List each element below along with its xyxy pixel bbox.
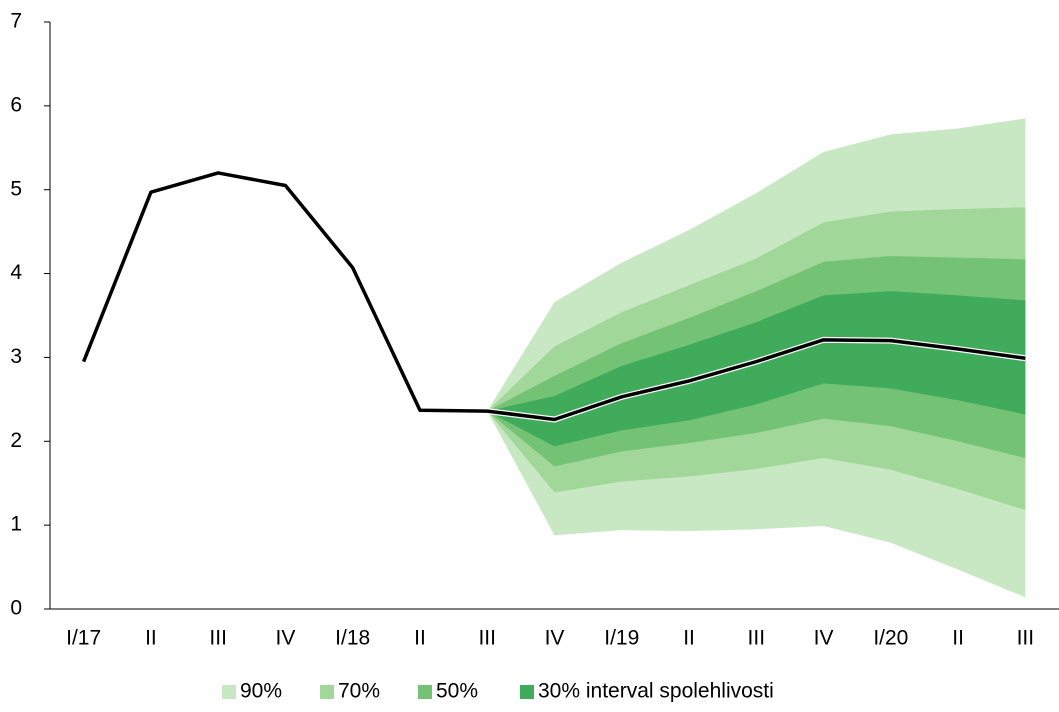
x-tick-label: I/20	[873, 627, 908, 650]
y-tick-label: 0	[10, 597, 22, 620]
x-tick-label: III	[748, 627, 766, 650]
legend-swatch	[520, 685, 534, 699]
x-tick-label: II	[683, 627, 695, 650]
x-tick-label: II	[145, 627, 157, 650]
y-tick-label: 5	[10, 177, 22, 200]
legend-label: 90%	[240, 680, 282, 703]
x-tick-label: III	[478, 627, 496, 650]
confidence-band	[487, 291, 1026, 447]
x-tick-label: I/17	[66, 627, 101, 650]
legend-label: 70%	[338, 680, 380, 703]
x-tick-label: II	[414, 627, 426, 650]
legend-swatch	[418, 685, 432, 699]
x-tick-label: III	[1017, 627, 1035, 650]
x-tick-label: IV	[545, 627, 565, 650]
y-tick-label: 3	[10, 345, 22, 368]
legend-swatch	[222, 685, 236, 699]
x-tick-label: III	[209, 627, 227, 650]
x-tick-label: IV	[276, 627, 296, 650]
legend-swatch	[320, 685, 334, 699]
x-tick-label: I/19	[604, 627, 639, 650]
x-tick-label: II	[952, 627, 964, 650]
y-tick-label: 7	[10, 10, 22, 33]
y-tick-label: 4	[10, 261, 22, 284]
line	[82, 171, 1026, 422]
legend-label: 50%	[436, 680, 478, 703]
y-tick-label: 6	[10, 93, 22, 116]
legend-label: 30% interval spolehlivosti	[538, 680, 774, 703]
x-tick-label: IV	[814, 627, 834, 650]
y-tick-label: 2	[10, 429, 22, 452]
y-tick-label: 1	[10, 513, 22, 536]
x-tick-label: I/18	[335, 627, 370, 650]
